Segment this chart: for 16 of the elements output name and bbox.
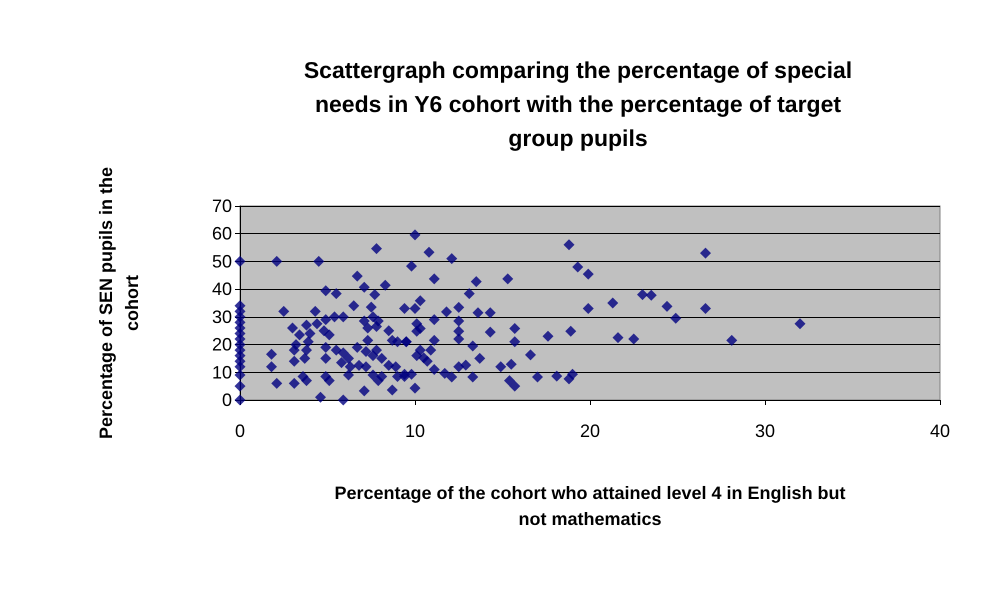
y-tick-label: 70 bbox=[212, 196, 232, 216]
x-tick-label: 0 bbox=[234, 421, 246, 441]
y-tick-label: 40 bbox=[212, 279, 232, 300]
x-tick-label: 40 bbox=[930, 421, 950, 441]
y-tick-label: 10 bbox=[212, 362, 232, 382]
y-tick-label: 50 bbox=[212, 251, 232, 272]
y-tick-label: 60 bbox=[212, 224, 232, 244]
x-axis-title: Percentage of the cohort who attained level 4 in English but not mathematics bbox=[334, 483, 846, 529]
x-tick-label: 20 bbox=[580, 421, 600, 441]
y-tick-label: 30 bbox=[212, 306, 232, 327]
x-tick-label: 30 bbox=[754, 421, 776, 441]
x-tick-label: 10 bbox=[404, 421, 426, 441]
chart-title: Scattergraph comparing the percentage of special needs in Y6 cohort with the percentage of target group pupils bbox=[304, 57, 852, 151]
y-tick-label: 20 bbox=[212, 334, 232, 355]
y-tick-label: 0 bbox=[222, 390, 232, 410]
y-axis-title: Percentage of SEN pupils in the cohort bbox=[96, 166, 142, 440]
